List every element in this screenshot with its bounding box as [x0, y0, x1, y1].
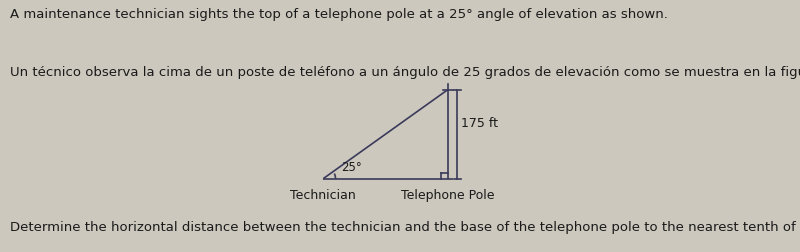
Text: Un técnico observa la cima de un poste de teléfono a un ángulo de 25 grados de e: Un técnico observa la cima de un poste d…	[10, 66, 800, 79]
Text: Telephone Pole: Telephone Pole	[401, 188, 494, 202]
Text: 175 ft: 175 ft	[461, 117, 498, 130]
Text: Technician: Technician	[290, 188, 356, 202]
Text: Determine the horizontal distance between the technician and the base of the tel: Determine the horizontal distance betwee…	[10, 221, 800, 234]
Text: A maintenance technician sights the top of a telephone pole at a 25° angle of el: A maintenance technician sights the top …	[10, 8, 668, 21]
Text: 25°: 25°	[341, 161, 362, 174]
